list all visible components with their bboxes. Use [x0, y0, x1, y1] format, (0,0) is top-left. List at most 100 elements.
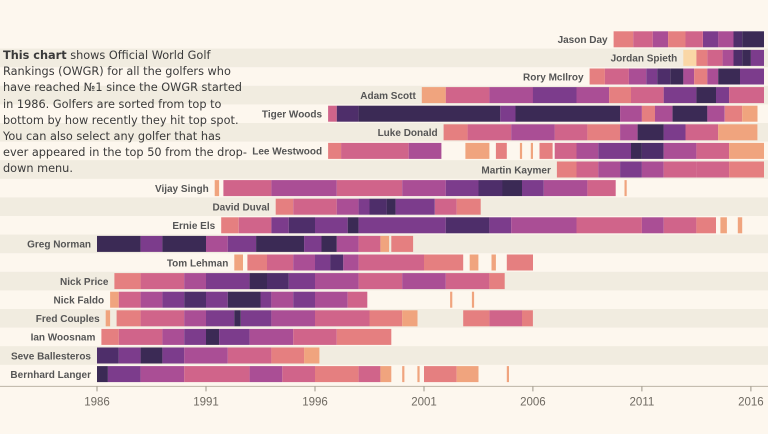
rank-cell — [663, 217, 697, 234]
rank-cell — [380, 366, 392, 383]
rank-cell — [511, 124, 555, 141]
rank-cell — [417, 366, 420, 383]
rank-cell — [424, 254, 464, 271]
golfer-label: Tiger Woods — [262, 110, 323, 121]
rank-cell — [613, 31, 634, 48]
rank-cell — [663, 161, 697, 178]
rank-cell — [395, 198, 435, 215]
rank-cell — [402, 366, 405, 383]
rank-cell — [641, 161, 664, 178]
rank-cell — [219, 328, 250, 345]
rank-cell — [646, 68, 658, 85]
rank-cell — [97, 366, 108, 383]
rank-cell — [589, 68, 605, 85]
x-tick-label: 1996 — [302, 396, 328, 408]
rank-cell — [293, 198, 337, 215]
rank-cell — [336, 198, 359, 215]
rank-cell — [343, 254, 359, 271]
rank-cell — [293, 328, 337, 345]
rank-cell — [445, 180, 479, 197]
rank-cell — [408, 142, 442, 159]
rank-cell — [696, 217, 716, 234]
rank-cell — [358, 366, 381, 383]
rank-cell — [445, 217, 490, 234]
rank-cell — [240, 310, 272, 327]
rank-cell — [532, 87, 577, 104]
rank-cell — [657, 68, 671, 85]
rank-cell — [184, 328, 206, 345]
golfer-label: Jordan Spieth — [611, 54, 678, 65]
rank-cell — [663, 87, 697, 104]
rank-cell — [234, 254, 243, 271]
rank-cell — [402, 273, 446, 290]
rank-cell — [696, 161, 730, 178]
rank-cell — [467, 124, 512, 141]
golfer-label: Ernie Els — [172, 221, 215, 232]
rank-cell — [631, 87, 664, 104]
rank-cell — [554, 124, 588, 141]
rank-cell — [740, 68, 764, 85]
rank-cell — [140, 310, 185, 327]
rank-cell — [315, 291, 348, 308]
rank-cell — [694, 68, 708, 85]
rank-cell — [162, 291, 185, 308]
rank-cell — [724, 105, 743, 122]
rank-cell — [469, 254, 479, 271]
rank-cell — [729, 87, 764, 104]
golfer-label: Lee Westwood — [252, 147, 322, 158]
rank-cell — [515, 105, 621, 122]
rank-cell — [227, 347, 272, 364]
rank-cell — [336, 328, 392, 345]
rank-cell — [556, 161, 577, 178]
rank-cell — [620, 105, 642, 122]
rank-cell — [471, 291, 475, 308]
golfer-label: Nick Faldo — [54, 296, 105, 307]
rank-cell — [742, 105, 758, 122]
rank-cell — [184, 366, 250, 383]
x-tick-label: 1986 — [84, 396, 110, 408]
rank-cell — [576, 217, 642, 234]
rank-cell — [315, 254, 331, 271]
rank-cell — [707, 105, 725, 122]
rank-cell — [206, 310, 235, 327]
rank-cell — [267, 273, 289, 290]
rank-cell — [140, 291, 163, 308]
golfer-label: Tom Lehman — [167, 258, 228, 269]
rank-cell — [737, 217, 743, 234]
rank-cell — [282, 366, 315, 383]
rank-cell — [97, 235, 141, 252]
rank-cell — [641, 105, 655, 122]
rank-cell — [275, 198, 294, 215]
rank-cell — [707, 49, 723, 66]
rank-cell — [214, 180, 220, 197]
rank-cell — [315, 310, 370, 327]
rank-cell — [223, 180, 272, 197]
rank-cell — [234, 310, 241, 327]
rank-cell — [720, 217, 727, 234]
rank-cell — [742, 31, 764, 48]
rank-cell — [587, 180, 616, 197]
rank-cell — [315, 273, 359, 290]
rank-cell — [247, 254, 267, 271]
rank-cell — [271, 180, 337, 197]
golfer-label: Nick Price — [60, 277, 109, 288]
rank-cell — [184, 310, 206, 327]
golfer-label: Adam Scott — [360, 91, 416, 102]
rank-cell — [587, 124, 621, 141]
rank-cell — [522, 310, 533, 327]
rank-cell — [336, 235, 359, 252]
rank-cell — [576, 161, 599, 178]
rank-cell — [315, 217, 348, 234]
rank-cell — [341, 142, 409, 159]
golfer-label: Martin Kaymer — [481, 165, 551, 176]
rank-cell — [729, 161, 764, 178]
rank-cell — [271, 310, 315, 327]
rank-cell — [101, 328, 119, 345]
rank-cell — [206, 273, 250, 290]
rank-cell — [162, 328, 185, 345]
rank-cell — [249, 328, 294, 345]
rank-cell — [330, 254, 344, 271]
rank-cell — [511, 217, 577, 234]
